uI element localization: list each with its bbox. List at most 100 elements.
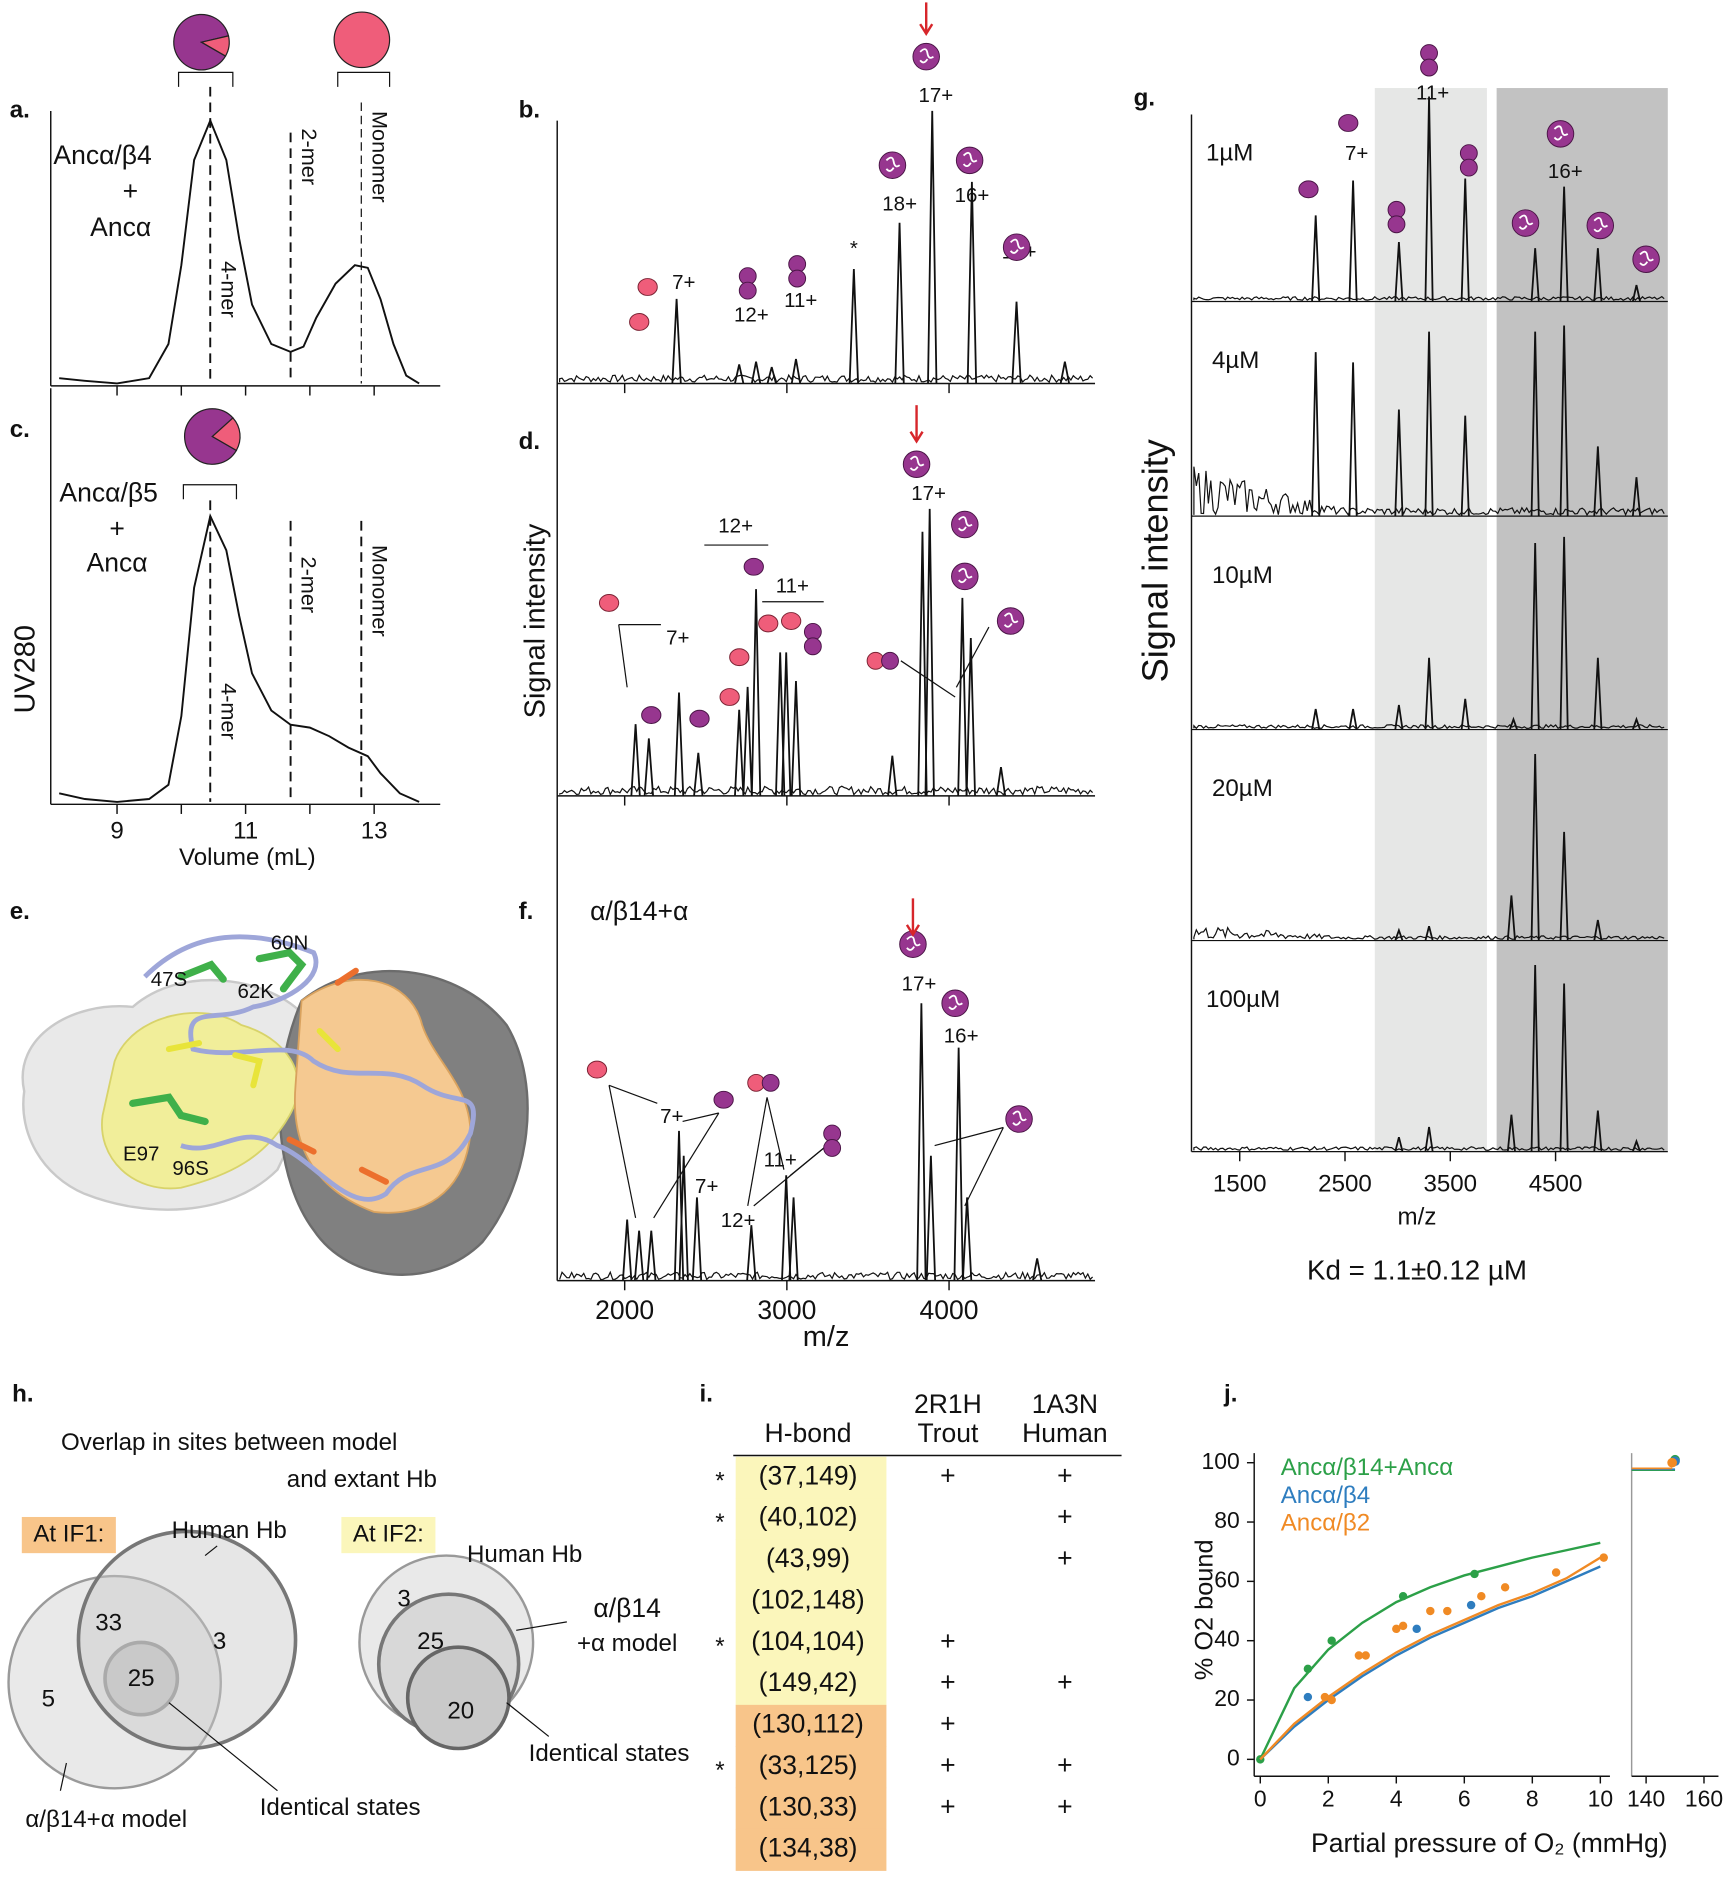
peak — [1593, 1110, 1603, 1152]
peak — [790, 358, 802, 384]
column-header: 2R1H — [914, 1389, 982, 1419]
dimer-icon — [761, 1073, 780, 1092]
row-highlight — [735, 1787, 887, 1830]
panel-label: h. — [12, 1381, 33, 1408]
venn-count: 20 — [447, 1698, 474, 1725]
tetramer-icon — [1553, 125, 1569, 141]
row-highlight — [735, 1580, 887, 1623]
data-point — [1392, 1624, 1401, 1634]
row-highlight — [735, 1704, 887, 1747]
leader-line — [900, 660, 956, 698]
data-point — [1470, 1569, 1479, 1579]
marker-label: Monomer — [367, 111, 392, 203]
baseline-noise — [559, 785, 1094, 797]
peak — [927, 110, 938, 384]
y-axis-label: UV280 — [9, 625, 41, 713]
venn-count: 25 — [417, 1628, 444, 1655]
peak — [678, 1155, 689, 1281]
peak — [746, 1225, 757, 1281]
table-cell: (104,104) — [751, 1626, 865, 1656]
table-cell: + — [940, 1667, 956, 1697]
marker-label: 4-mer — [216, 261, 241, 318]
tetramer-icon — [962, 151, 978, 168]
peak — [848, 268, 859, 384]
x-axis-label: Volume (mL) — [179, 844, 316, 871]
peak — [924, 508, 935, 796]
data-point — [1398, 1621, 1408, 1631]
charge-label: 17+ — [918, 84, 953, 107]
x-axis-label: m/z — [1398, 1203, 1437, 1230]
leader-line — [789, 1142, 831, 1177]
x-tick-label: 6 — [1458, 1785, 1471, 1811]
charge-label: 7+ — [666, 627, 689, 650]
peak — [1559, 831, 1569, 941]
residue-sticks — [129, 948, 307, 1126]
peak — [894, 222, 905, 384]
peak — [1348, 362, 1358, 517]
x-tick-label: 13 — [361, 817, 388, 844]
fit-curve — [1259, 1565, 1601, 1761]
panel-title: α/β14+α — [590, 896, 688, 926]
peak — [965, 637, 976, 796]
dimer-icon — [1459, 158, 1478, 177]
row-highlight — [735, 1539, 887, 1582]
table-cell: (37,149) — [759, 1460, 858, 1490]
column-header: Human — [1022, 1418, 1107, 1448]
panel-label: c. — [10, 416, 30, 443]
concentration-label: 1µM — [1206, 140, 1253, 167]
row-mark: * — [715, 1633, 724, 1660]
peak — [995, 767, 1007, 797]
venn-label: +α model — [577, 1630, 677, 1657]
table-cell: + — [940, 1791, 956, 1821]
residue-label: 47S — [151, 968, 187, 991]
peak — [957, 597, 968, 796]
tetramer-icon — [951, 562, 979, 591]
legend-entry: Ancα/β14+Ancα — [1281, 1454, 1453, 1481]
leader-line — [59, 1762, 68, 1791]
data-point — [1354, 1651, 1364, 1660]
peak — [1011, 301, 1022, 384]
leader-line — [964, 1127, 1004, 1207]
tetramer-icon — [1586, 211, 1615, 240]
peak — [1460, 698, 1470, 730]
x-tick-label: 4500 — [1529, 1171, 1583, 1198]
tetramer-icon — [1009, 238, 1025, 254]
leader-line — [608, 1085, 637, 1219]
peak — [1631, 716, 1641, 730]
tetramer-icon — [958, 516, 973, 532]
venn-circle — [76, 1529, 298, 1751]
row-highlight — [735, 1456, 887, 1499]
leader-line — [934, 1126, 1004, 1147]
heading-box — [21, 1516, 116, 1554]
charge-label: * — [850, 237, 858, 260]
venn-heading: At IF2: — [353, 1520, 424, 1547]
charge-label: 12+ — [721, 1209, 756, 1232]
y-tick-label: 20 — [1214, 1685, 1239, 1711]
tetramer-icon — [885, 156, 901, 172]
monomer-icon — [713, 1090, 734, 1109]
peak — [1559, 536, 1569, 730]
peak — [961, 1197, 973, 1281]
x-tick-label: 0 — [1254, 1785, 1267, 1811]
venn-circle — [103, 1640, 180, 1717]
row-highlight — [735, 1622, 887, 1665]
peak — [1424, 1126, 1434, 1152]
peak — [1460, 415, 1470, 517]
table-cell: (149,42) — [759, 1667, 858, 1697]
dimer-icon — [1387, 215, 1406, 234]
charge-label: 7+ — [695, 1175, 718, 1198]
venn-label: Identical states — [260, 1794, 421, 1821]
dimer-icon — [823, 1139, 842, 1157]
leader-line — [506, 1702, 550, 1737]
monomer-icon — [1298, 180, 1319, 199]
row-mark: * — [715, 1468, 724, 1495]
x-tick-label: 9 — [110, 817, 123, 844]
column-header: Trout — [917, 1418, 979, 1448]
peak — [1394, 241, 1404, 302]
baseline-noise — [1193, 1145, 1665, 1152]
arrow-head — [919, 23, 934, 37]
leader-line — [682, 1112, 719, 1123]
tetramer-icon — [1632, 245, 1660, 274]
tetramer-icon — [1012, 1110, 1027, 1126]
